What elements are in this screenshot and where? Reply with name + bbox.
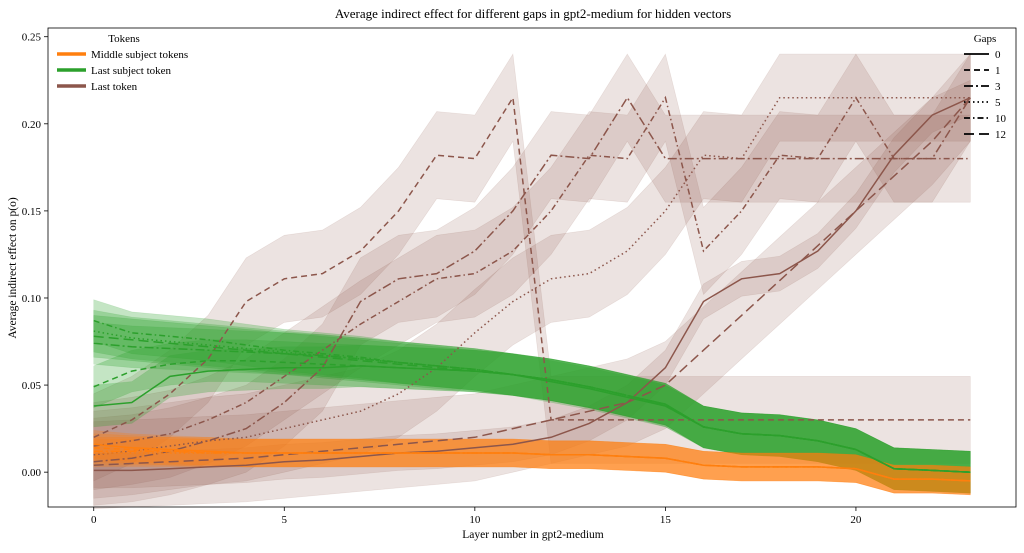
line-middle-subject-tokens-gap-3 <box>93 450 971 482</box>
band-middle-subject-tokens-gap-1 <box>93 433 971 496</box>
y-axis-ticks: 0.00 0.05 0.10 0.15 0.20 0.25 <box>22 32 48 479</box>
legend-label-gap-3: 3 <box>995 81 1001 93</box>
y-tick-label: 0.20 <box>22 119 42 131</box>
legend-label-gap-5: 5 <box>995 97 1001 109</box>
line-last-token-gap-3 <box>93 96 971 463</box>
legend-label-last-token: Last token <box>91 81 138 93</box>
y-tick-label: 0.05 <box>22 380 42 392</box>
x-tick-label: 10 <box>469 514 481 526</box>
tokens-legend-title: Tokens <box>108 33 140 45</box>
band-last-token-gap-12 <box>93 53 971 510</box>
band-last-token-gap-5 <box>93 53 971 499</box>
line-last-token-gap-5 <box>93 96 971 456</box>
band-last-token-gap-10 <box>93 53 971 490</box>
y-tick-label: 0.25 <box>22 32 42 44</box>
legend-label-gap-1: 1 <box>995 65 1001 77</box>
band-last-subject-token-gap-0 <box>93 344 971 494</box>
y-tick-label: 0.10 <box>22 293 42 305</box>
band-middle-subject-tokens-gap-0 <box>93 430 971 496</box>
y-axis-label: Average indirect effect on p(o) <box>7 197 19 339</box>
legend-label-gap-12: 12 <box>995 129 1006 141</box>
plot-frame <box>47 27 1017 508</box>
line-last-subject-token-gap-12 <box>93 335 971 473</box>
line-last-token-gap-0 <box>93 97 971 472</box>
legend-label-gap-0: 0 <box>995 49 1001 61</box>
x-tick-label: 5 <box>282 514 288 526</box>
series-lines <box>93 95 971 482</box>
band-last-subject-token-gap-10 <box>93 299 971 494</box>
x-tick-label: 15 <box>660 514 672 526</box>
x-tick-label: 20 <box>850 514 862 526</box>
y-tick-label: 0.00 <box>22 467 42 479</box>
band-last-subject-token-gap-5 <box>93 309 971 494</box>
y-tick-label: 0.15 <box>22 206 42 218</box>
chart-title: Average indirect effect for different ga… <box>335 6 731 21</box>
legend-label-gap-10: 10 <box>995 113 1007 125</box>
gaps-legend: Gaps 0 1 3 5 10 12 <box>964 33 1007 141</box>
band-last-token-gap-1 <box>93 53 971 482</box>
legend-label-last-subject-token: Last subject token <box>91 65 172 77</box>
gaps-legend-title: Gaps <box>974 33 997 45</box>
legend-label-middle-subject-tokens: Middle subject tokens <box>91 49 188 61</box>
x-axis-ticks: 0 5 10 15 20 <box>91 507 862 526</box>
band-last-token-gap-0 <box>93 79 971 489</box>
line-last-token-gap-10 <box>93 95 971 447</box>
line-last-token-gap-1 <box>93 95 971 438</box>
band-last-token-gap-3 <box>93 53 971 506</box>
x-tick-label: 0 <box>91 514 97 526</box>
tokens-legend: Tokens Middle subject tokens Last subject… <box>57 33 188 93</box>
band-last-subject-token-gap-12 <box>93 315 971 494</box>
x-axis-label: Layer number in gpt2-medium <box>462 529 604 541</box>
band-last-subject-token-gap-1 <box>93 339 971 494</box>
band-last-subject-token-gap-3 <box>93 322 971 494</box>
line-last-token-gap-12 <box>93 97 971 466</box>
